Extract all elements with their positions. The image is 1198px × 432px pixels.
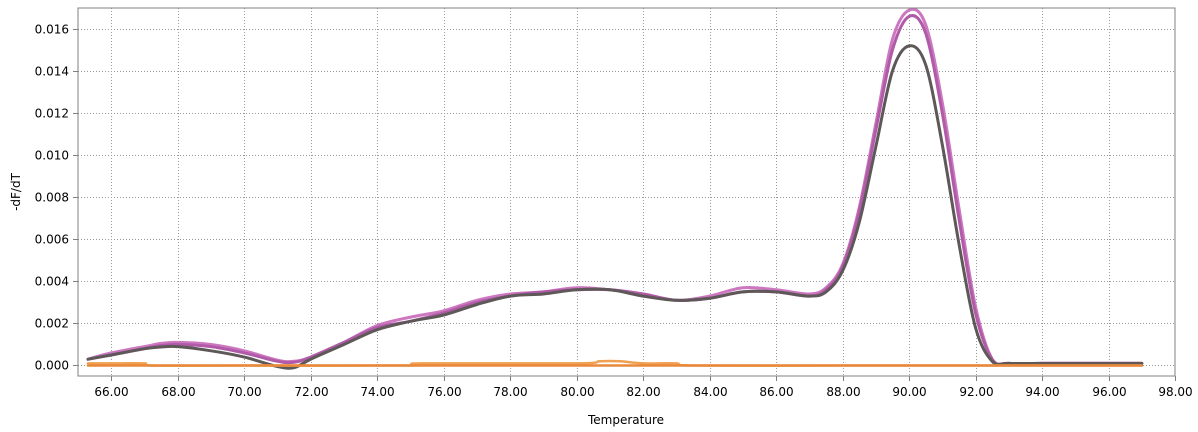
x-tick-label: 78.00: [493, 385, 527, 399]
y-axis-title: -dF/dT: [9, 172, 23, 211]
x-tick-label: 96.00: [1092, 385, 1126, 399]
x-axis-title: Temperature: [587, 413, 664, 427]
x-tick-label: 68.00: [161, 385, 195, 399]
plot-frame: [77, 7, 1176, 377]
y-tick-label: 0.014: [35, 65, 69, 79]
y-tick-label: 0.008: [35, 191, 69, 205]
y-tick-label: 0.012: [35, 107, 69, 121]
x-tick-label: 92.00: [959, 385, 993, 399]
x-tick-label: 82.00: [626, 385, 660, 399]
y-tick-label: 0.010: [35, 149, 69, 163]
y-tick-label: 0.000: [35, 359, 69, 373]
plot-background: [78, 8, 1175, 376]
x-tick-label: 88.00: [826, 385, 860, 399]
x-tick-label: 80.00: [560, 385, 594, 399]
x-tick-label: 90.00: [892, 385, 926, 399]
x-tick-label: 98.00: [1158, 385, 1192, 399]
x-tick-label: 74.00: [360, 385, 394, 399]
y-tick-label: 0.004: [35, 275, 69, 289]
x-tick-label: 70.00: [227, 385, 261, 399]
y-tick-label: 0.016: [35, 23, 69, 37]
x-tick-label: 76.00: [427, 385, 461, 399]
x-tick-label: 84.00: [693, 385, 727, 399]
x-tick-label: 86.00: [759, 385, 793, 399]
grid: [78, 8, 1175, 376]
y-tick-label: 0.006: [35, 233, 69, 247]
series-group: [86, 7, 1144, 370]
y-tick-label: 0.002: [35, 317, 69, 331]
x-tick-label: 72.00: [294, 385, 328, 399]
y-axis: 0.000 0.002 0.004 0.006 0.008 0.010 0.012 0.014…: [35, 23, 78, 373]
x-tick-label: 94.00: [1025, 385, 1059, 399]
x-tick-label: 66.00: [94, 385, 128, 399]
x-axis: 66.00 68.00 70.00 72.00 74.00 76.00 78.00 80.00…: [94, 376, 1193, 399]
